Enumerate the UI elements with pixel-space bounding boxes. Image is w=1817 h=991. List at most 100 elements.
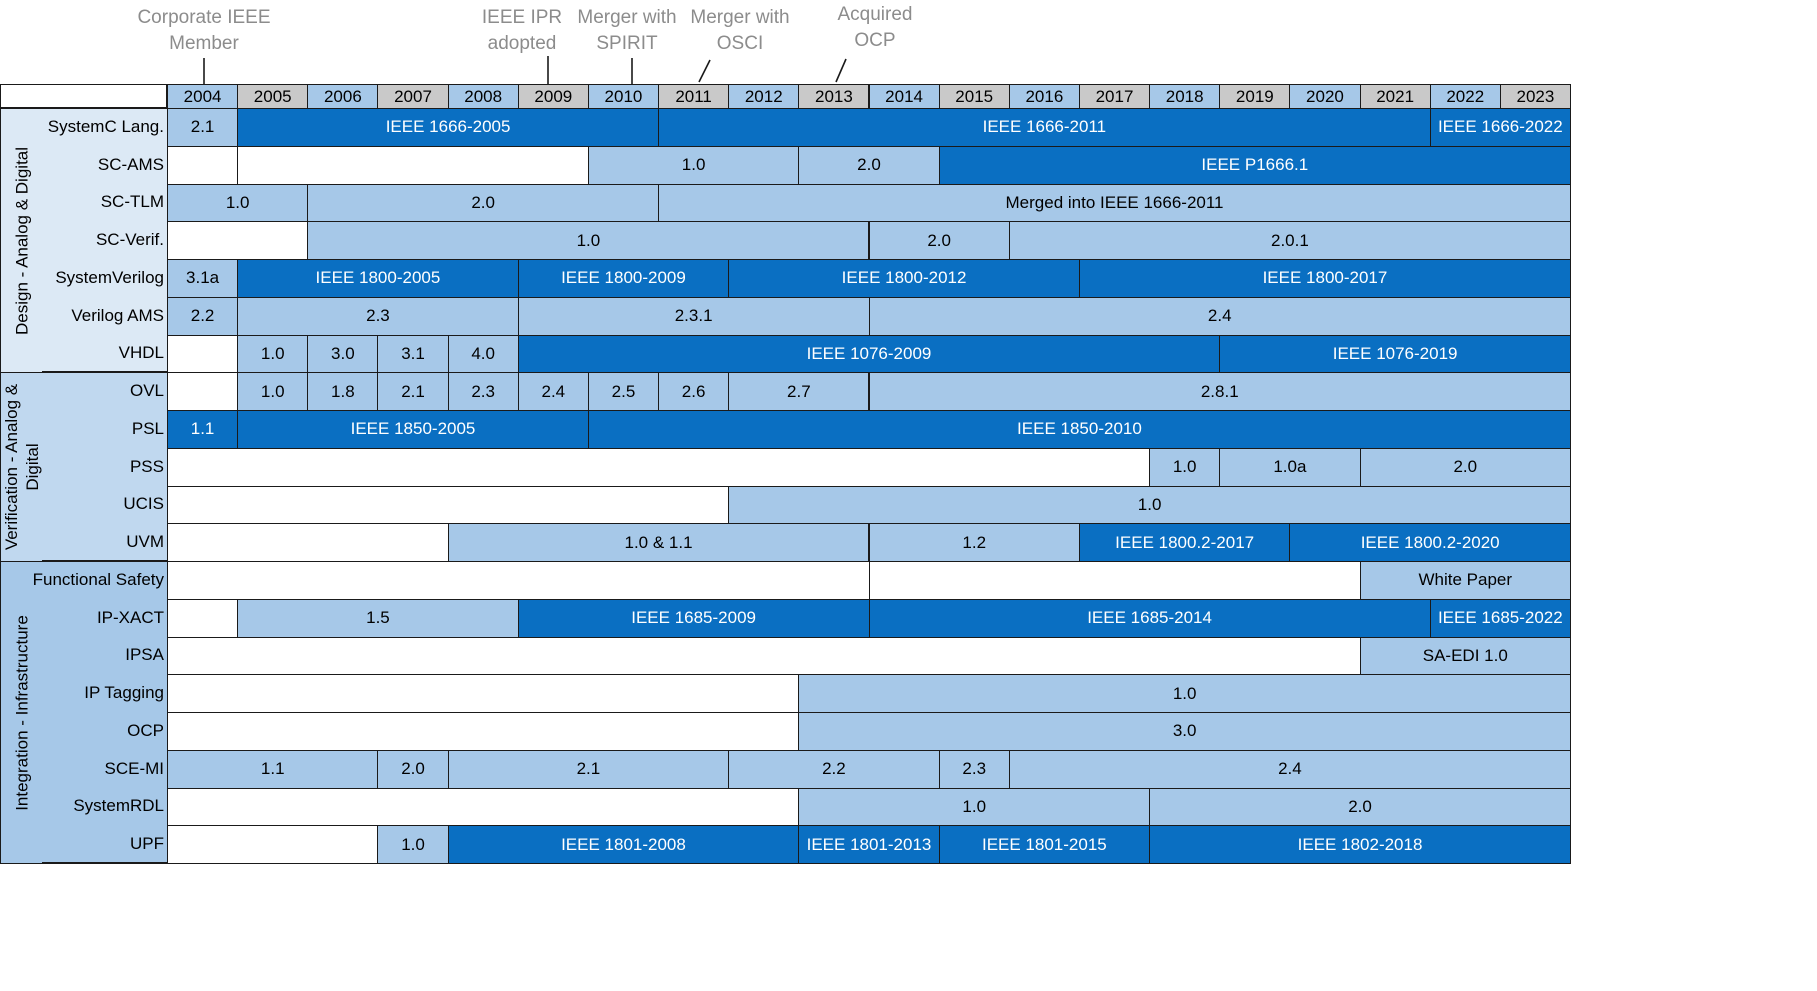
timeline-segment: IEEE 1685-2014 [868,598,1431,638]
event-annotation-line: Corporate IEEE [137,7,271,28]
timeline-segment: 1.0 [377,825,449,864]
row-label-sc-ams: SC-AMS [97,154,164,174]
category-label-area [42,561,167,863]
row-label-sc-verif-: SC-Verif. [95,230,164,250]
year-header-2021: 2021 [1359,84,1431,109]
event-annotation-line: OCP [854,30,896,51]
timeline-segment: 1.1 [167,410,239,449]
timeline-segment: IEEE 1685-2009 [517,598,870,638]
timeline-segment: IEEE 1802-2018 [1149,825,1571,864]
row-label-ip-xact: IP-XACT [96,607,164,627]
event-annotation-line: Acquired [837,4,913,25]
timeline-segment [167,561,870,600]
category-label-area [42,372,167,561]
timeline-segment: 2.4 [868,296,1571,336]
timeline-segment: IEEE 1076-2019 [1219,334,1571,374]
timeline-segment [167,145,239,185]
timeline-segment: 2.4 [1008,749,1571,789]
timeline-segment: 2.2 [728,749,940,789]
event-annotation-line: OSCI [716,33,764,54]
timeline-segment: IEEE 1800.2-2020 [1289,523,1571,562]
event-annotation: Acquired OCP [838,2,913,54]
year-header-2012: 2012 [728,84,800,109]
row-label-sce-mi: SCE-MI [104,758,165,778]
row-label-ipsa: IPSA [125,645,164,665]
row-label-sc-tlm: SC-TLM [100,192,164,212]
timeline-segment: 1.2 [868,523,1080,562]
timeline-segment: SA-EDI 1.0 [1359,636,1571,676]
timeline-segment [167,674,800,713]
timeline-segment: 2.0 [307,183,660,223]
timeline-segment: 2.0 [1149,787,1571,827]
timeline-segment [167,787,800,827]
row-label-systemc-lang-: SystemC Lang. [47,116,164,136]
timeline-segment: 2.8.1 [868,372,1571,411]
timeline-segment: 2.1 [377,372,449,411]
year-header-2013: 2013 [798,84,870,109]
event-annotation-line: IEEE IPR [481,7,563,28]
timeline-segment: 2.4 [517,372,589,411]
timeline-segment: 2.3 [447,372,519,411]
row-label-systemverilog: SystemVerilog [55,267,164,287]
event-annotation-line: Merger with [577,7,677,28]
event-annotation: Merger with SPIRIT [577,5,676,57]
timeline-segment: IEEE 1801-2013 [798,825,940,864]
event-annotation: Corporate IEEE Member [137,5,270,57]
event-annotation-line: Merger with [690,7,790,28]
timeline-segment [167,636,1361,676]
row-label-verilog-ams: Verilog AMS [71,305,164,325]
year-header-2018: 2018 [1149,84,1221,109]
event-annotation-line: SPIRIT [596,33,658,54]
table-frame [0,84,1571,864]
timeline-segment: 1.0 [237,372,309,411]
row-label-ocp: OCP [127,720,164,740]
event-tick-line [698,59,711,83]
event-annotation-line: adopted [487,33,557,54]
timeline-segment: IEEE 1800-2005 [237,259,519,298]
timeline-segment: 2.3.1 [517,296,870,336]
timeline-segment: 2.1 [167,108,239,147]
timeline-segment [167,825,379,864]
row-label-vhdl: VHDL [118,343,164,363]
timeline-segment: IEEE 1801-2008 [447,825,800,864]
timeline-segment: Merged into IEEE 1666-2011 [658,183,1571,223]
timeline-segment [167,221,309,260]
timeline-segment: 1.0 [307,221,870,260]
row-label-ip-tagging: IP Tagging [84,683,164,703]
timeline-segment: IEEE 1666-2005 [237,108,660,147]
category-label-area [42,108,167,373]
year-header-2009: 2009 [517,84,589,109]
timeline-segment: IEEE 1685-2022 [1429,598,1571,638]
timeline-segment: IEEE 1666-2011 [658,108,1431,147]
timeline-segment [167,485,730,525]
timeline-segment: 2.2 [167,296,239,336]
row-label-uvm: UVM [126,532,164,552]
timeline-segment: 1.0 [167,183,309,223]
timeline-segment: IEEE 1076-2009 [517,334,1221,374]
timeline-segment: 1.0 [237,334,309,374]
timeline-segment: 2.0 [868,221,1010,260]
timeline-segment: IEEE 1800-2012 [728,259,1080,298]
timeline-segment: IEEE 1850-2005 [237,410,589,449]
timeline-segment: 2.6 [658,372,730,411]
timeline-segment: 4.0 [447,334,519,374]
event-annotation: IEEE IPR adopted [482,5,562,57]
timeline-segment: 2.1 [447,749,730,789]
row-label-pss: PSS [129,456,164,476]
timeline-segment [167,523,449,562]
event-tick-line [835,58,847,83]
event-annotation-line: Member [169,33,239,54]
timeline-segment: IEEE 1850-2010 [587,410,1571,449]
row-label-systemrdl: SystemRDL [73,796,164,816]
timeline-segment: 1.8 [307,372,379,411]
timeline-segment [868,561,1361,600]
row-label-ucis: UCIS [123,494,164,514]
row-label-functional-safety: Functional Safety [32,569,164,589]
timeline-segment: 1.0 & 1.1 [447,523,870,562]
row-label-psl: PSL [131,418,164,438]
timeline-segment: 1.5 [237,598,519,638]
timeline-segment: 1.1 [167,749,379,789]
timeline-segment: IEEE 1666-2022 [1429,108,1571,147]
row-label-upf: UPF [130,834,164,854]
timeline-segment: IEEE 1801-2015 [938,825,1151,864]
